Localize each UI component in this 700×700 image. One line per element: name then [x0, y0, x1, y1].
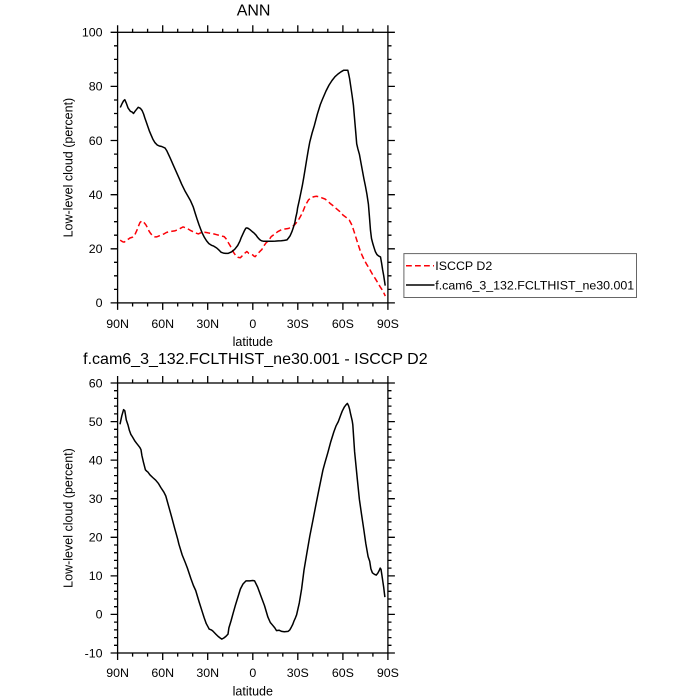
- svg-text:0: 0: [96, 296, 103, 310]
- svg-text:latitude: latitude: [233, 335, 273, 349]
- svg-text:40: 40: [89, 188, 103, 202]
- svg-text:60: 60: [89, 376, 103, 390]
- svg-text:-10: -10: [85, 646, 103, 660]
- svg-text:60N: 60N: [151, 666, 174, 680]
- svg-text:0: 0: [249, 666, 256, 680]
- svg-text:30: 30: [89, 492, 103, 506]
- svg-text:latitude: latitude: [233, 684, 273, 698]
- svg-text:40: 40: [89, 453, 103, 467]
- svg-text:0: 0: [249, 317, 256, 331]
- svg-text:30S: 30S: [287, 666, 309, 680]
- svg-text:30N: 30N: [196, 317, 219, 331]
- svg-text:90N: 90N: [106, 666, 129, 680]
- svg-text:0: 0: [96, 608, 103, 622]
- svg-text:90N: 90N: [106, 317, 129, 331]
- svg-text:60S: 60S: [332, 317, 354, 331]
- svg-text:90S: 90S: [377, 317, 399, 331]
- svg-text:10: 10: [89, 569, 103, 583]
- svg-text:60S: 60S: [332, 666, 354, 680]
- svg-text:60: 60: [89, 134, 103, 148]
- svg-text:Low-level cloud (percent): Low-level cloud (percent): [62, 448, 76, 588]
- svg-text:60N: 60N: [151, 317, 174, 331]
- svg-text:Low-level cloud (percent): Low-level cloud (percent): [62, 98, 76, 238]
- svg-text:20: 20: [89, 531, 103, 545]
- svg-text:30N: 30N: [196, 666, 219, 680]
- svg-text:f.cam6_3_132.FCLTHIST_ne30.001: f.cam6_3_132.FCLTHIST_ne30.001 - ISCCP D…: [83, 351, 428, 368]
- svg-text:20: 20: [89, 242, 103, 256]
- svg-text:30S: 30S: [287, 317, 309, 331]
- svg-text:80: 80: [89, 80, 103, 94]
- svg-text:50: 50: [89, 415, 103, 429]
- svg-text:f.cam6_3_132.FCLTHIST_ne30.001: f.cam6_3_132.FCLTHIST_ne30.001: [435, 279, 634, 293]
- svg-text:90S: 90S: [377, 666, 399, 680]
- svg-text:100: 100: [82, 26, 103, 40]
- svg-text:ISCCP D2: ISCCP D2: [435, 259, 492, 273]
- svg-text:ANN: ANN: [237, 2, 271, 19]
